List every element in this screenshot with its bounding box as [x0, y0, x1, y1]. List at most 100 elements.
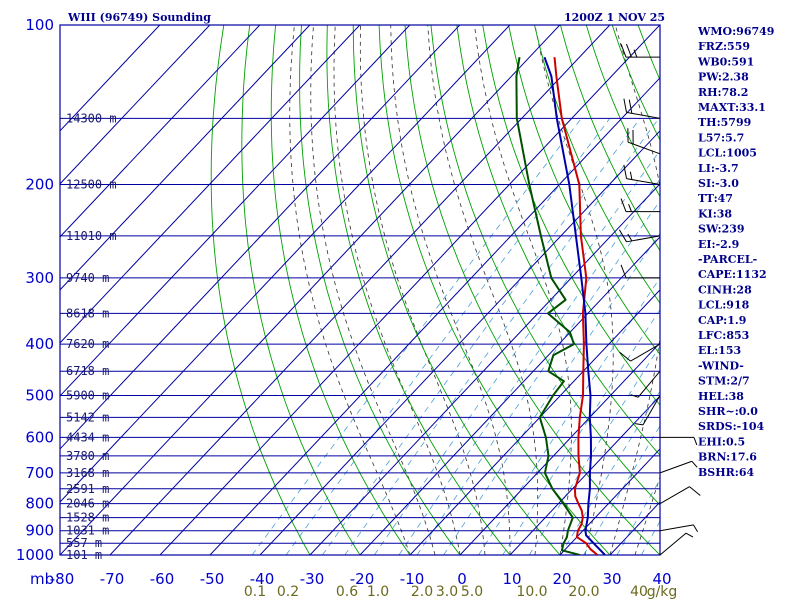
wind-barb [623, 164, 661, 186]
height-label: 12500 m [66, 178, 117, 192]
height-label: 7620 m [66, 337, 109, 351]
mixing-ratio-line [443, 232, 660, 555]
pressure-tick-label: 900 [25, 522, 54, 540]
wind-barb-staff [659, 486, 690, 505]
observation-time: 1200Z 1 NOV 25 [564, 11, 665, 24]
isotherm [60, 25, 311, 291]
wind-barb [620, 264, 660, 279]
wind-barb-flag [628, 203, 632, 212]
wind-barb-staff [627, 141, 661, 155]
wind-barb-flag [693, 524, 699, 532]
height-label: 5900 m [66, 388, 109, 402]
wind-barb [659, 486, 701, 505]
isotherm [60, 25, 161, 132]
mixing-ratio-line [398, 178, 660, 555]
height-label: 8618 m [66, 306, 109, 320]
temperature-tick-label: -20 [350, 570, 375, 588]
pressure-tick-label: 400 [25, 335, 54, 353]
index-entry: EL:153 [698, 344, 741, 357]
temperature-tick-label: -30 [300, 570, 325, 588]
wind-barb-staff [626, 111, 661, 119]
index-entry: CAP:1.9 [698, 314, 746, 327]
height-label: 3780 m [66, 449, 109, 463]
wind-barb-flag [685, 532, 694, 538]
wind-barb-flag [628, 99, 633, 114]
isotherm [209, 77, 660, 555]
mixing-ratio-label: 2.0 [411, 584, 433, 600]
wind-barb-flag [619, 351, 631, 362]
pressure-tick-label: 600 [25, 428, 54, 446]
temperature-tick-label: 30 [602, 570, 621, 588]
isotherm [159, 25, 660, 555]
index-entry: SRDS:-104 [698, 420, 765, 433]
mixing-ratio-line [560, 390, 660, 555]
wind-barb [627, 128, 661, 155]
temperature-tick-label: -60 [150, 570, 175, 588]
temperature-tick-label: -80 [50, 570, 75, 588]
station-title: WIII (96749) Sounding [67, 11, 211, 24]
pressure-tick-label: 700 [25, 464, 54, 482]
pressure-tick-label: 800 [25, 495, 54, 513]
isotherm [359, 236, 660, 555]
index-entry: TH:5799 [698, 116, 751, 129]
sounding-profiles [515, 56, 606, 555]
index-entry: -WIND- [698, 359, 744, 372]
temperature-tick-label: 0 [457, 570, 467, 588]
mixing-ratio-line [416, 200, 660, 555]
height-label: 3168 m [66, 466, 109, 480]
isotherm [60, 25, 461, 450]
wind-barb [620, 43, 660, 58]
mixing-ratio-label: 0.1 [244, 584, 266, 600]
mixing-ratio-label: 3.0 [436, 584, 458, 600]
temperature-tick-label: -50 [200, 570, 225, 588]
mixing-ratio-label: 1.0 [367, 584, 389, 600]
wind-barb-flag [620, 43, 627, 58]
wind-barb [635, 395, 661, 426]
wind-barb-flag [620, 198, 627, 212]
isotherm [259, 130, 660, 555]
isotherm [60, 25, 261, 238]
index-entry: SHR~:0.0 [698, 405, 758, 418]
index-entry: MAXT:33.1 [698, 101, 766, 114]
wind-barb [659, 524, 699, 532]
isotherm [459, 342, 660, 555]
temperature-tick-label: -70 [100, 570, 125, 588]
index-entry: LFC:853 [698, 329, 749, 342]
wind-barb-staff [630, 343, 661, 362]
wind-barb-staff [626, 178, 661, 186]
mixing-ratio-label: 40 [630, 584, 648, 600]
pressure-tick-label: 500 [25, 386, 54, 404]
index-entry: SI:-3.0 [698, 177, 739, 190]
pressure-tick-label: 200 [25, 176, 54, 194]
index-entry: WMO:96749 [697, 25, 774, 38]
index-entry: LCL:1005 [698, 147, 757, 160]
wind-barb-flag [693, 437, 698, 446]
wind-barb-flag [620, 264, 627, 279]
wind-barb [660, 436, 698, 446]
isotherm [60, 25, 561, 555]
index-entry: RH:78.2 [698, 86, 748, 99]
height-label: 5142 m [66, 410, 109, 424]
index-entry: STM:2/7 [698, 375, 750, 388]
wind-barb [619, 343, 661, 362]
mixing-ratio-label: 5.0 [461, 584, 483, 600]
mixing-ratio-label: 0.6 [336, 584, 358, 600]
mixing-ratio-label: g/kg [647, 584, 678, 600]
temperature-tick-label: 40 [652, 570, 671, 588]
height-label: 11010 m [66, 229, 117, 243]
height-label: 4434 m [66, 430, 109, 444]
index-entry: HEL:38 [698, 390, 744, 403]
wind-barb-flag [689, 486, 701, 496]
wind-barb-staff [637, 370, 661, 398]
index-entry: SW:239 [698, 223, 745, 236]
pressure-tick-label: 1000 [16, 546, 54, 564]
height-label: 14300 m [66, 111, 117, 125]
mixing-ratio-line [583, 425, 660, 555]
height-label: 6718 m [66, 364, 109, 378]
isotherm [60, 25, 411, 397]
wind-barb-staff [659, 460, 693, 474]
temperature-tick-label: 10 [502, 570, 521, 588]
height-label: 557 m [66, 536, 102, 550]
